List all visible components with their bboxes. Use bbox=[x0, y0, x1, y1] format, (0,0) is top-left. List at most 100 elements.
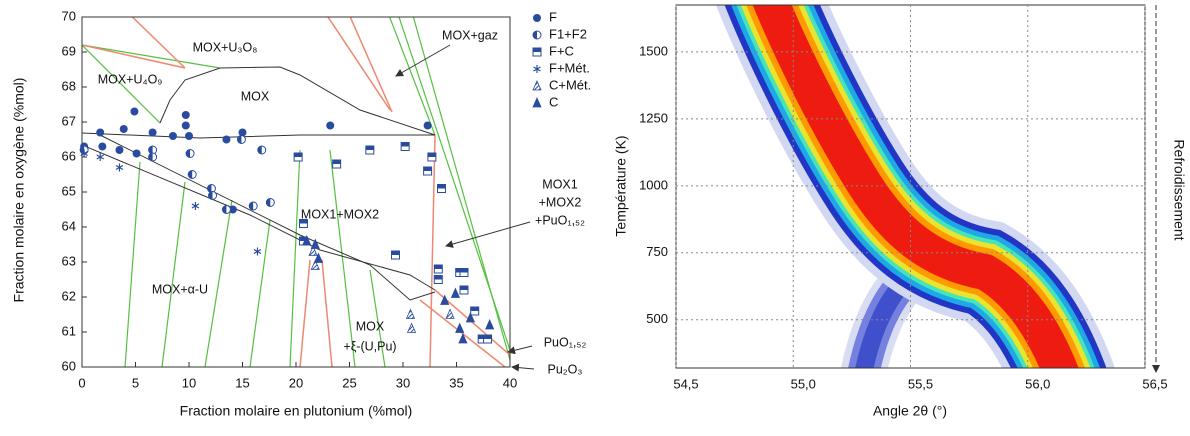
marker bbox=[459, 285, 469, 295]
marker bbox=[459, 268, 469, 277]
x-tick-label: 15 bbox=[235, 375, 249, 390]
y-tick-label: 70 bbox=[62, 8, 76, 23]
marker bbox=[115, 146, 124, 154]
marker bbox=[132, 149, 141, 158]
x-tick-label: 30 bbox=[396, 375, 410, 390]
x-tick-label: 20 bbox=[289, 375, 303, 390]
marker bbox=[221, 205, 231, 214]
y-tick-label: 69 bbox=[62, 43, 76, 58]
cooling-label: Refroidissement bbox=[1171, 139, 1187, 240]
y-tick-label: 64 bbox=[62, 218, 76, 233]
marker bbox=[308, 245, 318, 256]
marker bbox=[181, 121, 190, 130]
marker bbox=[96, 128, 105, 137]
legend-label: F1+F2 bbox=[549, 26, 587, 41]
phase-lines bbox=[82, 17, 510, 367]
marker bbox=[423, 121, 432, 130]
region-label: MOX1 bbox=[542, 177, 577, 191]
x-tick-label: 25 bbox=[342, 375, 356, 390]
marker bbox=[185, 132, 193, 140]
marker bbox=[433, 264, 443, 274]
region-label: +ξ-(U,Pu) bbox=[343, 339, 396, 353]
marker bbox=[248, 201, 258, 211]
x-axis-label: Angle 2θ (°) bbox=[873, 403, 947, 419]
marker bbox=[148, 145, 158, 155]
marker bbox=[238, 128, 247, 137]
marker bbox=[313, 252, 324, 263]
y-tick-label: 67 bbox=[62, 113, 76, 128]
marker bbox=[302, 235, 312, 246]
marker bbox=[310, 259, 320, 270]
region-label: PuO₁,₅₂ bbox=[544, 335, 587, 349]
marker bbox=[228, 205, 237, 214]
x-tick-label: 56,5 bbox=[1142, 376, 1167, 391]
x-tick-label: 55,0 bbox=[791, 376, 816, 391]
x-tick-label: 0 bbox=[78, 375, 85, 390]
y-tick-label: 65 bbox=[62, 183, 76, 198]
marker bbox=[483, 334, 493, 344]
legend-marker bbox=[533, 14, 541, 22]
region-label: MOX+U₄O₉ bbox=[98, 72, 163, 86]
marker bbox=[293, 152, 303, 162]
y-tick-label: 500 bbox=[646, 311, 668, 326]
legend-label: C+Mét. bbox=[549, 77, 591, 92]
marker bbox=[181, 111, 190, 119]
x-tick-label: 35 bbox=[449, 375, 463, 390]
y-tick-label: 60 bbox=[62, 358, 76, 373]
legend-label: C bbox=[549, 94, 558, 109]
region-label: +PuO₁,₅₂ bbox=[535, 213, 585, 227]
y-tick-label: 66 bbox=[62, 148, 76, 163]
marker bbox=[406, 322, 417, 333]
marker bbox=[148, 152, 158, 162]
x-tick-label: 54,5 bbox=[673, 376, 698, 391]
region-label: MOX1+MOX2 bbox=[301, 207, 379, 221]
marker bbox=[253, 247, 262, 256]
x-tick-label: 55,5 bbox=[908, 376, 933, 391]
legend-marker bbox=[532, 80, 542, 91]
annotation-arrows bbox=[395, 44, 535, 372]
heatmap-image bbox=[716, 5, 1115, 368]
y-axis-label: Température (K) bbox=[613, 135, 629, 236]
region-label: +MOX2 bbox=[539, 195, 582, 209]
marker bbox=[115, 163, 124, 172]
region-label: MOX bbox=[356, 319, 385, 333]
region-label: MOX bbox=[241, 89, 270, 103]
marker bbox=[455, 322, 465, 333]
marker bbox=[257, 145, 267, 155]
legend-marker bbox=[533, 65, 541, 73]
marker bbox=[427, 152, 437, 162]
marker bbox=[405, 308, 416, 319]
x-axis-label: Fraction molaire en plutonium (%mol) bbox=[180, 403, 413, 419]
y-tick-label: 750 bbox=[646, 244, 668, 259]
legend-label: F+C bbox=[549, 43, 574, 58]
marker bbox=[236, 135, 246, 144]
marker bbox=[310, 238, 320, 249]
marker bbox=[298, 219, 308, 228]
marker bbox=[185, 149, 195, 158]
y-tick-label: 1250 bbox=[639, 110, 668, 125]
marker bbox=[130, 107, 139, 116]
x-tick-label: 56,0 bbox=[1025, 376, 1050, 391]
y-tick-label: 1000 bbox=[639, 177, 668, 192]
legend-marker bbox=[532, 47, 542, 57]
marker bbox=[400, 142, 410, 151]
marker bbox=[365, 145, 375, 155]
marker bbox=[450, 287, 461, 298]
x-tick-label: 5 bbox=[132, 375, 139, 390]
marker bbox=[326, 121, 335, 130]
y-tick-label: 1500 bbox=[639, 43, 668, 58]
legend-marker bbox=[532, 97, 542, 108]
region-label: MOX+α-U bbox=[152, 282, 208, 296]
y-axis-label: Fraction molaire en oxygène (%mol) bbox=[11, 78, 27, 303]
marker bbox=[470, 306, 480, 316]
marker bbox=[332, 159, 342, 169]
y-tick-label: 61 bbox=[62, 323, 76, 338]
marker bbox=[437, 184, 447, 193]
marker bbox=[222, 135, 231, 144]
marker bbox=[458, 333, 468, 344]
marker bbox=[206, 184, 216, 193]
marker bbox=[98, 142, 107, 151]
marker bbox=[265, 198, 275, 207]
marker bbox=[485, 319, 495, 330]
